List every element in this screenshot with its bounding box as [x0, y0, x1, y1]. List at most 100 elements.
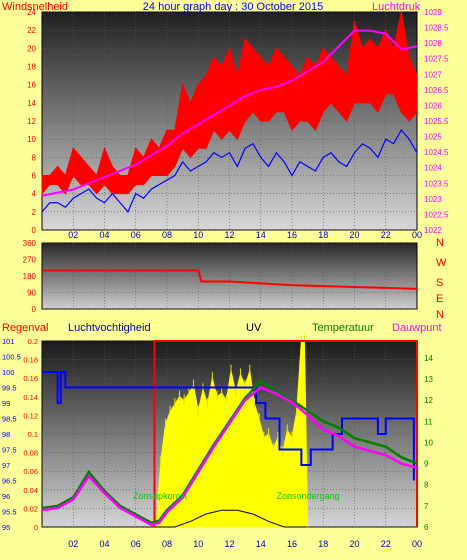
pressure-tick: 1027.5	[424, 55, 449, 64]
rain-tick: 0.12	[23, 411, 38, 420]
humidity-tick: 95.5	[2, 508, 17, 517]
x-tick-label: 20	[349, 230, 359, 240]
x-tick-label: 14	[256, 230, 266, 240]
pressure-tick: 1023	[424, 195, 442, 204]
humidity-tick: 101	[2, 337, 15, 346]
humidity-line	[42, 371, 415, 481]
x-tick-label: 00	[412, 230, 422, 240]
wind-direction-line	[42, 269, 418, 290]
temperature-tick: 14	[424, 354, 433, 363]
humidity-tick: 96	[2, 492, 10, 501]
direction-letter: E	[436, 293, 443, 305]
uv-label: UV	[246, 322, 262, 334]
rain-total-line	[153, 340, 418, 527]
pressure-tick: 1027	[424, 70, 442, 79]
pressure-tick: 1024.5	[424, 148, 449, 157]
humidity-tick: 100	[2, 368, 15, 377]
temperature-tick: 12	[424, 396, 433, 405]
sunrise-annotation: Zonsopkomst	[133, 491, 188, 501]
direction-letter: S	[436, 277, 443, 289]
dewpoint-line	[41, 386, 418, 527]
temperature-tick: 10	[424, 438, 433, 447]
rain-tick: 0.06	[23, 467, 38, 476]
humidity-label: Luchtvochtigheid	[68, 322, 151, 334]
x-tick-label: 20	[349, 539, 359, 549]
wind-speed-tick: 8	[32, 153, 37, 162]
temperature-tick: 13	[424, 375, 433, 384]
pressure-tick: 1024	[424, 164, 442, 173]
x-tick-label: 12	[224, 539, 234, 549]
wind-speed-tick: 10	[27, 135, 36, 144]
wind-speed-label: Windsnelheid	[2, 1, 68, 13]
rain-tick: 0.16	[23, 374, 38, 383]
direction-tick: 90	[27, 289, 36, 298]
x-tick-label: 02	[68, 539, 78, 549]
humidity-tick: 99.5	[2, 384, 17, 393]
x-tick-label: 10	[193, 539, 203, 549]
humidity-tick: 98	[2, 430, 10, 439]
wind-speed-tick: 20	[27, 44, 36, 53]
x-tick-label: 06	[131, 230, 141, 240]
x-tick-label: 12	[224, 230, 234, 240]
solar-line	[154, 509, 308, 528]
pressure-tick: 1022	[424, 226, 442, 235]
wind-speed-tick: 0	[32, 226, 37, 235]
rain-tick: 0.1	[28, 430, 38, 439]
temperature-tick: 11	[424, 417, 433, 426]
x-tick-label: 22	[381, 230, 391, 240]
wind-speed-tick: 16	[27, 81, 36, 90]
temperature-tick: 9	[424, 460, 429, 469]
x-tick-label: 14	[256, 539, 266, 549]
direction-letter: N	[436, 237, 444, 249]
pressure-line	[41, 29, 418, 197]
rain-label: Regenval	[2, 322, 48, 334]
direction-letter: W	[436, 257, 447, 269]
direction-tick: 180	[23, 272, 37, 281]
rain-tick: 0.08	[23, 449, 38, 458]
x-tick-label: 08	[162, 539, 172, 549]
x-tick-label: 06	[131, 539, 141, 549]
direction-tick: 0	[32, 305, 37, 314]
direction-tick: 360	[23, 239, 37, 248]
rain-tick: 0.02	[23, 504, 38, 513]
rain-tick: 0.14	[23, 393, 38, 402]
wind-speed-tick: 12	[27, 117, 36, 126]
sunset-annotation: Zonsondergang	[276, 491, 339, 501]
rain-tick: 0.2	[28, 337, 38, 346]
pressure-label: Luchtdruk	[372, 1, 421, 13]
x-tick-label: 04	[99, 230, 109, 240]
humidity-tick: 97	[2, 461, 10, 470]
pressure-tick: 1025.5	[424, 117, 449, 126]
rain-tick: 0.18	[23, 356, 38, 365]
pressure-tick: 1025	[424, 133, 442, 142]
pressure-tick: 1022.5	[424, 210, 449, 219]
pressure-tick: 1028	[424, 39, 442, 48]
pressure-tick: 1029	[424, 8, 442, 17]
wind-speed-tick: 18	[27, 63, 36, 72]
temperature-label: Temperatuur	[312, 322, 374, 334]
pressure-tick: 1028.5	[424, 24, 449, 33]
wind-speed-line	[41, 129, 418, 213]
chart-title: 24 hour graph day : 30 October 2015	[143, 1, 323, 13]
x-tick-label: 04	[99, 539, 109, 549]
temperature-tick: 6	[424, 523, 429, 532]
temperature-tick: 8	[424, 481, 429, 490]
humidity-tick: 96.5	[2, 477, 17, 486]
dewpoint-label: Dauwpunt	[392, 322, 442, 334]
x-tick-label: 10	[193, 230, 203, 240]
pressure-tick: 1023.5	[424, 179, 449, 188]
pressure-tick: 1026	[424, 101, 442, 110]
humidity-tick: 95	[2, 523, 10, 532]
x-tick-label: 02	[68, 230, 78, 240]
x-tick-label: 16	[287, 539, 297, 549]
humidity-tick: 97.5	[2, 446, 17, 455]
humidity-tick: 100.5	[2, 353, 21, 362]
wind-speed-tick: 2	[32, 208, 37, 217]
x-tick-label: 18	[318, 230, 328, 240]
rain-tick: 0	[34, 523, 38, 532]
direction-letter: N	[436, 309, 444, 321]
x-tick-label: 16	[287, 230, 297, 240]
wind-speed-tick: 22	[27, 26, 36, 35]
